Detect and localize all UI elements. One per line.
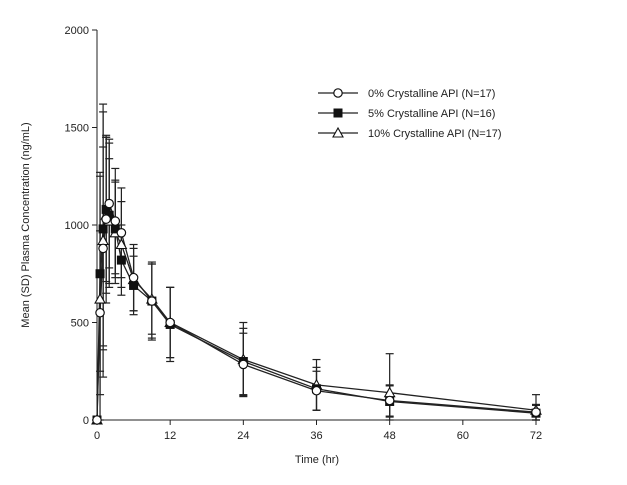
axes-layer: 0 500 1000 1500 2000 0 12 24 36 48 60 72 xyxy=(65,25,543,442)
data-point xyxy=(384,395,395,406)
legend-item: 0% Crystalline API (N=17) xyxy=(318,88,495,100)
y-tick-label: 1000 xyxy=(65,220,89,232)
legend-label: 10% Crystalline API (N=17) xyxy=(368,128,502,140)
legend-label: 5% Crystalline API (N=16) xyxy=(368,108,495,120)
data-point xyxy=(104,198,114,209)
x-tick-label: 12 xyxy=(164,430,176,442)
data-point xyxy=(238,359,249,370)
data-point xyxy=(147,296,157,306)
legend-marker xyxy=(333,108,343,118)
data-point xyxy=(98,224,108,234)
markers-layer xyxy=(91,198,542,425)
legend-marker xyxy=(332,126,344,138)
x-tick-label: 0 xyxy=(94,430,100,442)
x-tick-label: 72 xyxy=(530,430,542,442)
x-tick-label: 36 xyxy=(310,430,322,442)
data-point xyxy=(116,255,126,265)
data-point xyxy=(95,307,105,318)
data-point xyxy=(311,385,322,396)
y-tick-label: 2000 xyxy=(65,25,89,37)
y-tick-label: 1500 xyxy=(65,123,89,135)
data-point xyxy=(101,214,111,224)
x-tick-label: 24 xyxy=(237,430,249,442)
data-point xyxy=(115,238,128,250)
data-point xyxy=(94,292,106,304)
data-point xyxy=(110,216,121,226)
x-tick-label: 48 xyxy=(384,430,396,442)
x-tick-label: 60 xyxy=(457,430,469,442)
error-bars-layer xyxy=(96,103,540,421)
legend-label: 0% Crystalline API (N=17) xyxy=(368,88,495,100)
legend: 0% Crystalline API (N=17) 5% Crystalline … xyxy=(318,88,502,140)
legend-marker xyxy=(333,88,343,98)
data-point xyxy=(92,415,102,425)
data-point xyxy=(116,228,127,238)
y-tick-label: 0 xyxy=(83,415,89,427)
legend-item: 10% Crystalline API (N=17) xyxy=(318,126,502,140)
y-axis-title: Mean (SD) Plasma Concentration (ng/mL) xyxy=(20,122,32,327)
legend-item: 5% Crystalline API (N=16) xyxy=(318,108,495,120)
x-axis-title: Time (hr) xyxy=(295,454,339,466)
data-point xyxy=(129,280,139,290)
data-point xyxy=(95,269,105,279)
data-point xyxy=(98,243,108,254)
data-point xyxy=(128,272,139,283)
data-point xyxy=(165,317,175,328)
y-tick-label: 500 xyxy=(71,318,89,330)
data-point xyxy=(531,407,541,417)
